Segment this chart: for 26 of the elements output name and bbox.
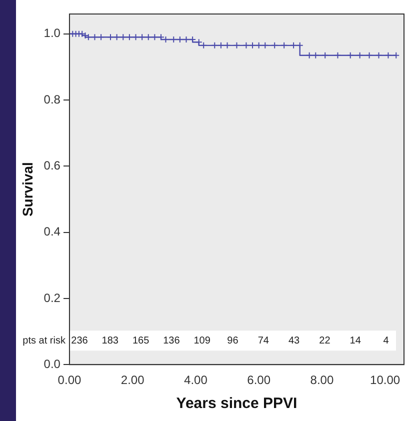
annotation: 183 bbox=[102, 335, 119, 346]
annotation: 4 bbox=[383, 335, 390, 346]
x-tick-label: 10.00 bbox=[370, 373, 400, 388]
annotation: 14 bbox=[350, 335, 362, 346]
x-tick-label: 4.00 bbox=[184, 373, 208, 388]
text: pts at risk bbox=[22, 335, 66, 346]
annotation: 109 bbox=[194, 335, 211, 346]
x-tick-label: 0.00 bbox=[58, 373, 82, 388]
annotation: 96 bbox=[227, 335, 239, 346]
annotation: 43 bbox=[288, 335, 300, 346]
y-tick-label: 0.4 bbox=[44, 224, 61, 239]
y-tick-label: 0.0 bbox=[44, 356, 61, 371]
y-tick-label: 0.6 bbox=[44, 158, 61, 172]
annotation: 236 bbox=[71, 335, 88, 346]
annotation: 22 bbox=[319, 335, 331, 346]
x-tick-label: 6.00 bbox=[247, 373, 271, 388]
y-tick-label: 1.0 bbox=[44, 26, 61, 40]
y-axis-title: Survival bbox=[19, 162, 36, 217]
x-tick-label: 8.00 bbox=[310, 373, 334, 388]
y-tick-label: 0.2 bbox=[44, 290, 61, 305]
y-tick-label: 0.8 bbox=[44, 92, 61, 106]
annotation: 136 bbox=[163, 335, 180, 346]
x-tick-label: 2.00 bbox=[120, 373, 145, 388]
x-axis-title: Years since PPVI bbox=[176, 395, 298, 412]
annotation: 165 bbox=[132, 335, 150, 346]
annotation: 74 bbox=[258, 335, 270, 346]
